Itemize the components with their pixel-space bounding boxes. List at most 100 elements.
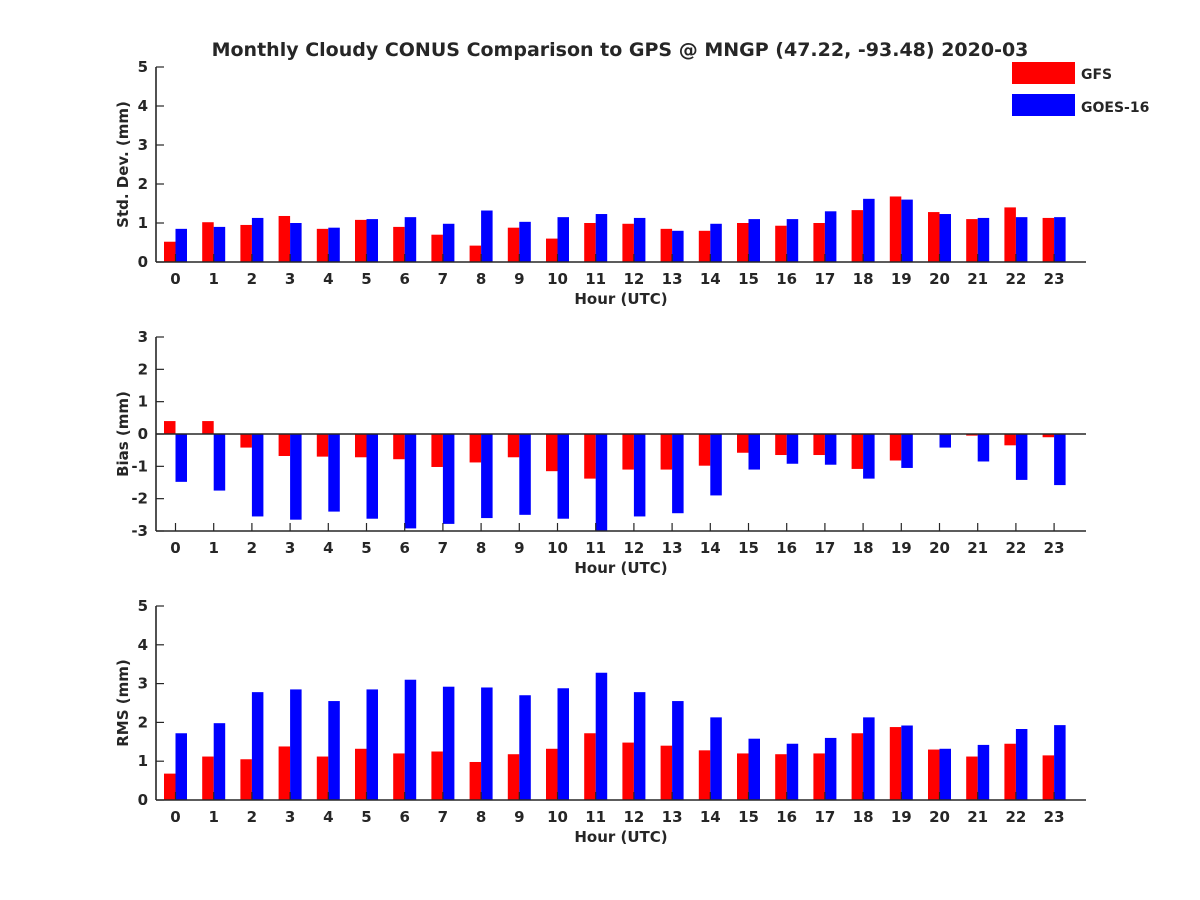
rms-y-axis-label: RMS (mm) <box>114 659 132 746</box>
stddev-bar-goes16-23 <box>1054 217 1066 262</box>
stddev-xtick-label: 2 <box>247 270 257 288</box>
bias-bar-gfs-23 <box>1042 434 1055 438</box>
rms-bar-goes16-6 <box>404 679 417 800</box>
bias-bar-gfs-2 <box>240 434 252 448</box>
rms-bar-goes16-13 <box>672 701 684 800</box>
rms-bar-gfs-7 <box>431 751 443 800</box>
stddev-xtick-label: 10 <box>547 270 568 288</box>
bias-bar-gfs-0 <box>164 421 176 434</box>
rms-bar-goes16-18 <box>863 717 875 800</box>
bias-bar-gfs-15 <box>737 434 749 453</box>
bias-bar-goes16-3 <box>290 434 302 520</box>
bias-xtick-label: 1 <box>208 539 218 557</box>
rms-xtick-label: 9 <box>514 808 524 826</box>
stddev-ytick-label: 5 <box>138 58 148 76</box>
rms-bar-gfs-12 <box>622 742 634 800</box>
bias-xtick-label: 16 <box>776 539 797 557</box>
stddev-bar-goes16-11 <box>595 214 608 262</box>
stddev-bar-goes16-8 <box>481 210 493 262</box>
bias-xtick-label: 9 <box>514 539 524 557</box>
stddev-bar-gfs-18 <box>851 210 864 262</box>
bias-bar-gfs-8 <box>469 434 482 463</box>
rms-bar-goes16-10 <box>557 688 569 800</box>
bias-bar-goes16-12 <box>633 434 646 517</box>
stddev-bar-goes16-22 <box>1015 217 1028 262</box>
rms-bar-gfs-17 <box>813 753 825 800</box>
bias-bar-goes16-11 <box>595 434 608 531</box>
stddev-bar-goes16-3 <box>290 223 302 262</box>
legend: GFS GOES-16 <box>1012 62 1149 116</box>
bias-bar-goes16-16 <box>786 434 799 464</box>
stddev-xtick-label: 8 <box>476 270 486 288</box>
bias-bar-goes16-6 <box>404 434 417 529</box>
rms-bar-gfs-20 <box>928 749 940 800</box>
stddev-bar-gfs-12 <box>622 223 634 262</box>
bias-ytick-label: -2 <box>131 490 148 508</box>
stddev-xtick-label: 22 <box>1005 270 1026 288</box>
stddev-bar-gfs-20 <box>928 212 940 262</box>
bias-bar-goes16-13 <box>672 434 684 514</box>
rms-xtick-label: 14 <box>700 808 721 826</box>
bias-bar-gfs-1 <box>202 421 214 434</box>
bias-bar-gfs-4 <box>316 434 329 457</box>
bias-xtick-label: 3 <box>285 539 295 557</box>
rms-bar-goes16-15 <box>748 738 760 800</box>
stddev-xtick-label: 13 <box>662 270 683 288</box>
stddev-xtick-label: 18 <box>853 270 874 288</box>
bias-bar-goes16-5 <box>366 434 378 519</box>
stddev-bar-gfs-3 <box>278 215 291 262</box>
bias-ytick-label: -1 <box>131 457 148 475</box>
bias-bar-goes16-10 <box>557 434 569 519</box>
bias-bar-goes16-19 <box>901 434 913 468</box>
rms-bar-goes16-21 <box>977 744 990 800</box>
stddev-bar-gfs-16 <box>775 225 787 262</box>
stddev-bar-goes16-21 <box>977 217 990 262</box>
rms-bar-goes16-9 <box>519 695 531 800</box>
stddev-y-axis-label: Std. Dev. (mm) <box>114 101 132 228</box>
bias-xtick-label: 4 <box>323 539 333 557</box>
bias-xtick-label: 20 <box>929 539 950 557</box>
rms-xtick-label: 4 <box>323 808 333 826</box>
stddev-xtick-label: 11 <box>585 270 606 288</box>
stddev-xtick-label: 1 <box>208 270 218 288</box>
stddev-bar-goes16-0 <box>175 228 187 262</box>
rms-bar-gfs-22 <box>1004 743 1016 800</box>
bias-bar-gfs-18 <box>851 434 864 469</box>
bias-xtick-label: 21 <box>967 539 988 557</box>
rms-bar-goes16-17 <box>824 737 837 800</box>
stddev-ytick-label: 2 <box>138 175 148 193</box>
bias-xtick-label: 18 <box>853 539 874 557</box>
bias-ytick-label: -3 <box>131 522 148 540</box>
bias-y-axis-label: Bias (mm) <box>114 391 132 477</box>
legend-swatch-gfs <box>1012 62 1075 84</box>
rms-xtick-label: 15 <box>738 808 759 826</box>
stddev-ytick-label: 1 <box>138 214 148 232</box>
bias-ytick-label: 3 <box>138 328 148 346</box>
legend-swatch-goes16 <box>1012 94 1075 116</box>
bias-bar-goes16-21 <box>977 434 990 462</box>
bias-xtick-label: 23 <box>1044 539 1065 557</box>
stddev-bar-gfs-4 <box>316 228 329 262</box>
stddev-bar-goes16-6 <box>404 217 417 262</box>
rms-bar-gfs-16 <box>775 754 787 800</box>
rms-xtick-label: 0 <box>170 808 180 826</box>
rms-bar-gfs-8 <box>469 761 482 800</box>
stddev-bar-goes16-19 <box>901 199 913 262</box>
bias-xtick-label: 19 <box>891 539 912 557</box>
stddev-bar-goes16-1 <box>213 226 226 262</box>
stddev-xtick-label: 21 <box>967 270 988 288</box>
stddev-bar-goes16-12 <box>633 217 646 262</box>
bias-bar-gfs-10 <box>546 434 558 472</box>
stddev-x-axis-label: Hour (UTC) <box>574 290 667 308</box>
stddev-bar-goes16-4 <box>328 227 340 262</box>
bias-xtick-label: 22 <box>1005 539 1026 557</box>
bias-bar-goes16-17 <box>824 434 837 465</box>
rms-bar-gfs-14 <box>698 750 711 800</box>
rms-bar-goes16-20 <box>939 748 951 800</box>
bias-bar-goes16-15 <box>748 434 760 470</box>
rms-bar-goes16-12 <box>633 692 646 800</box>
stddev-xtick-label: 6 <box>399 270 409 288</box>
rms-xtick-label: 16 <box>776 808 797 826</box>
